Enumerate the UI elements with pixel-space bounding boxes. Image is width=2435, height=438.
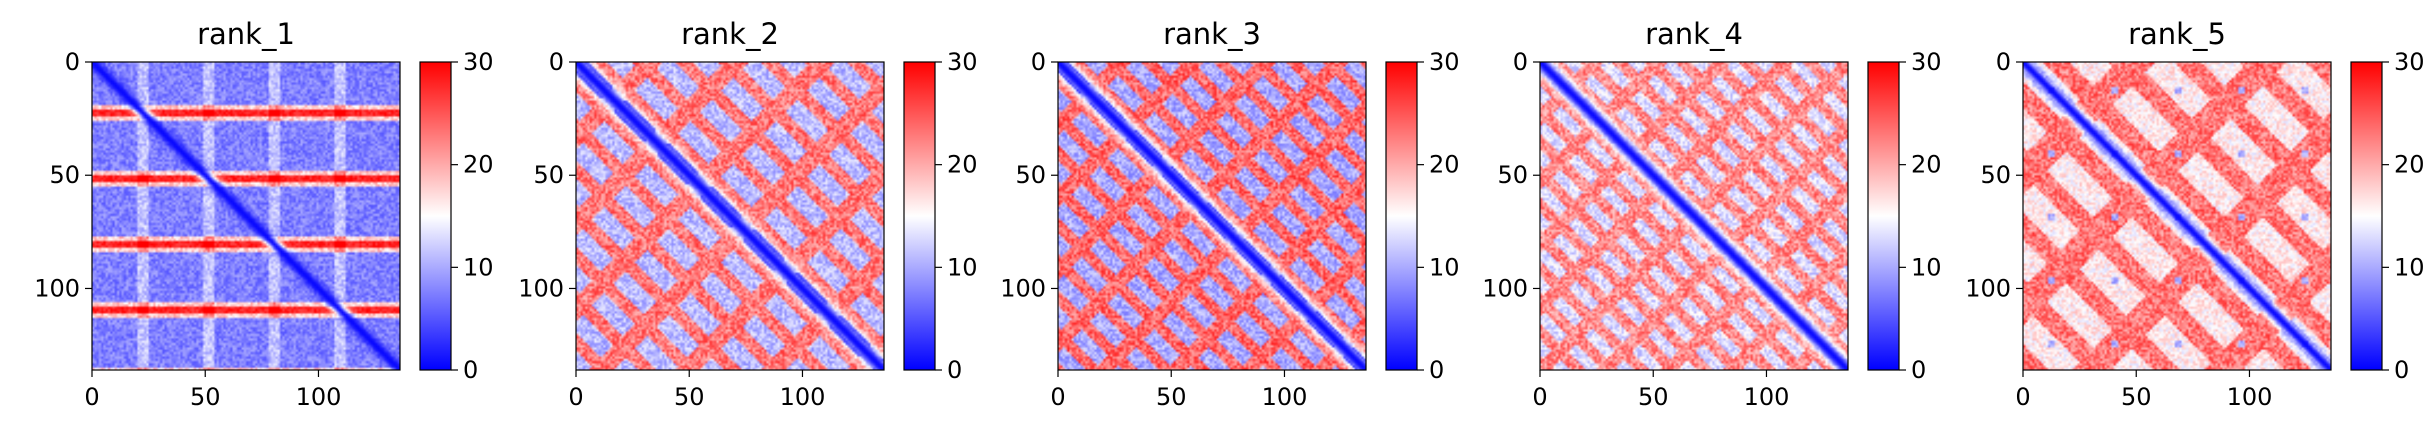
colorbar [1867, 61, 1900, 371]
heatmap-image [576, 62, 884, 370]
y-tick-label: 0 [1513, 48, 1528, 76]
colorbar [1385, 61, 1418, 371]
y-tick-label: 100 [518, 274, 564, 302]
heatmap-image [2023, 62, 2331, 370]
colorbar-tick-label: 10 [1911, 253, 1942, 281]
chart-title: rank_1 [197, 17, 295, 51]
y-tick-label: 0 [1031, 48, 1046, 76]
colorbar-tick-label: 0 [1429, 356, 1444, 384]
x-tick-label: 0 [2015, 383, 2030, 411]
colorbar-tick-label: 0 [463, 356, 478, 384]
colorbar-tick-label: 30 [2394, 48, 2425, 76]
y-tick-label: 0 [1996, 48, 2011, 76]
x-tick-label: 50 [674, 383, 705, 411]
colorbar-tick-label: 20 [1429, 151, 1460, 179]
y-tick-label: 0 [549, 48, 564, 76]
heatmap-panel-1: rank_1 0 50 100 0 50 100 0 10 20 30 [34, 17, 493, 411]
colorbar-tick-label: 30 [463, 48, 494, 76]
x-tick-label: 100 [2227, 383, 2273, 411]
colorbar-tick-label: 20 [2394, 151, 2425, 179]
colorbar-tick-label: 20 [1911, 151, 1942, 179]
heatmap-image [1540, 62, 1848, 370]
axes-frame [1539, 61, 1849, 371]
colorbar [903, 61, 936, 371]
colorbar-tick-label: 30 [1911, 48, 1942, 76]
x-tick-label: 100 [296, 383, 342, 411]
y-tick-label: 50 [1980, 161, 2011, 189]
x-tick-label: 50 [1156, 383, 1187, 411]
y-tick-label: 0 [65, 48, 80, 76]
y-tick-label: 100 [1482, 274, 1528, 302]
axes-frame [91, 61, 401, 371]
heatmap-panel-4: rank_4 0 50 100 0 50 100 0 10 20 30 [1482, 17, 1941, 411]
chart-title: rank_5 [2128, 17, 2226, 51]
axes-frame [1057, 61, 1367, 371]
colorbar-tick-label: 10 [947, 253, 978, 281]
x-tick-label: 100 [780, 383, 826, 411]
colorbar-tick-label: 20 [463, 151, 494, 179]
x-tick-label: 50 [190, 383, 221, 411]
colorbar-tick-label: 30 [947, 48, 978, 76]
y-tick-label: 100 [1000, 274, 1046, 302]
colorbar-tick-label: 10 [2394, 253, 2425, 281]
axes-frame [575, 61, 885, 371]
x-tick-label: 100 [1744, 383, 1790, 411]
x-tick-label: 50 [2121, 383, 2152, 411]
colorbar [419, 61, 452, 371]
chart-title: rank_3 [1163, 17, 1261, 51]
heatmap-panel-2: rank_2 0 50 100 0 50 100 0 10 20 30 [518, 17, 977, 411]
chart-title: rank_4 [1645, 17, 1743, 51]
colorbar-tick-label: 10 [1429, 253, 1460, 281]
colorbar-tick-label: 0 [1911, 356, 1926, 384]
colorbar-tick-label: 30 [1429, 48, 1460, 76]
y-tick-label: 50 [49, 161, 80, 189]
colorbar-tick-label: 0 [947, 356, 962, 384]
heatmap-panel-5: rank_5 0 50 100 0 50 100 0 10 20 30 [1965, 17, 2424, 411]
y-tick-label: 100 [1965, 274, 2011, 302]
heatmap-image [1058, 62, 1366, 370]
y-tick-label: 50 [533, 161, 564, 189]
x-tick-label: 100 [1262, 383, 1308, 411]
x-tick-label: 0 [1532, 383, 1547, 411]
x-tick-label: 50 [1638, 383, 1669, 411]
colorbar-tick-label: 0 [2394, 356, 2409, 384]
x-tick-label: 0 [1050, 383, 1065, 411]
y-tick-label: 50 [1015, 161, 1046, 189]
chart-title: rank_2 [681, 17, 779, 51]
colorbar [2350, 61, 2383, 371]
heatmap-image [92, 62, 400, 370]
heatmap-panel-3: rank_3 0 50 100 0 50 100 0 10 20 30 [1000, 17, 1459, 411]
axes-frame [2022, 61, 2332, 371]
colorbar-tick-label: 20 [947, 151, 978, 179]
y-tick-label: 100 [34, 274, 80, 302]
colorbar-tick-label: 10 [463, 253, 494, 281]
y-tick-label: 50 [1497, 161, 1528, 189]
x-tick-label: 0 [568, 383, 583, 411]
x-tick-label: 0 [84, 383, 99, 411]
